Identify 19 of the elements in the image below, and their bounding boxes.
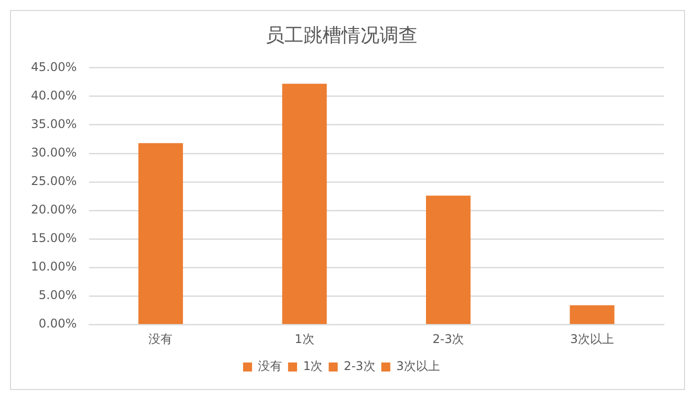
x-tick-label: 1次	[294, 332, 314, 346]
y-tick-label: 30.00%	[30, 146, 77, 160]
legend-label: 2-3次	[344, 359, 376, 374]
y-tick-label: 0.00%	[38, 316, 77, 331]
legend-label: 3次以上	[396, 359, 440, 374]
legend-label: 没有	[258, 359, 282, 374]
y-tick-label: 40.00%	[30, 88, 77, 102]
y-tick-label: 15.00%	[30, 231, 77, 246]
y-tick-label: 10.00%	[30, 260, 77, 274]
y-tick-label: 45.00%	[30, 60, 77, 74]
y-tick-label: 20.00%	[30, 202, 77, 217]
legend-label: 1次	[303, 359, 323, 374]
x-tick-label: 没有	[148, 332, 173, 346]
y-tick-label: 35.00%	[30, 116, 77, 131]
x-tick-label: 2-3次	[432, 332, 464, 346]
y-tick-label: 25.00%	[30, 174, 77, 188]
x-tick-label: 3次以上	[570, 332, 614, 346]
chart-title: 员工跳槽情况调查	[266, 24, 418, 46]
y-tick-label: 5.00%	[38, 288, 77, 302]
